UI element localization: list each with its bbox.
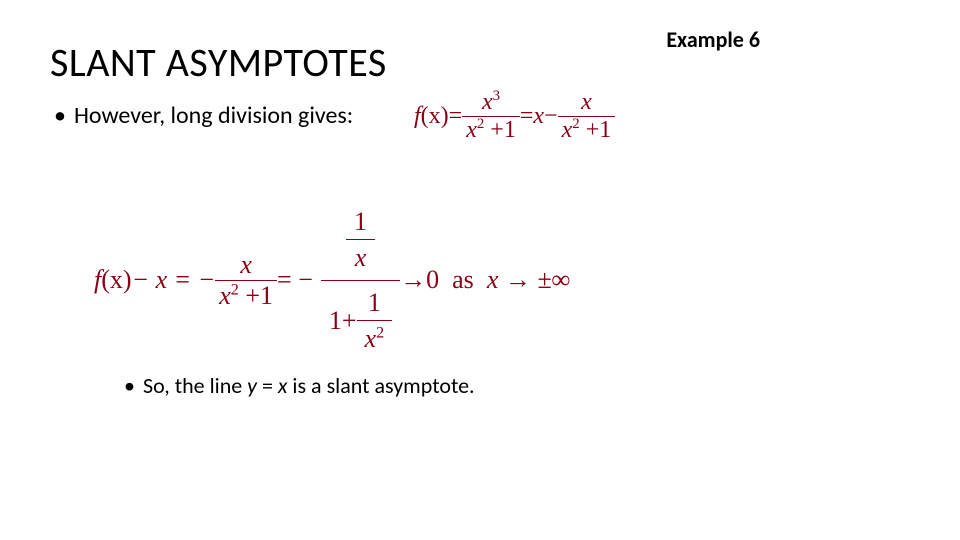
bullet1-text: However, long division gives:: [74, 101, 353, 130]
eq2-inner-bot-den-exp: 2: [376, 324, 384, 341]
eq1-eq: =: [449, 103, 463, 130]
bullet-marker-2: •: [124, 372, 135, 399]
eq1-f: f: [414, 103, 421, 130]
eq2-compound-frac: 1 x 1+ 1 x2: [321, 200, 400, 360]
slide-title: SLANT ASYMPTOTES: [50, 38, 910, 87]
eq2-inner-top-num: 1: [346, 204, 375, 239]
bullet2-mid: =: [257, 372, 278, 399]
eq2-inner-bot-num: 1: [357, 285, 393, 320]
eq2-zero: 0: [426, 265, 439, 295]
eq1-frac1: x3 x2 +1: [462, 90, 520, 143]
bullet-marker: •: [54, 101, 66, 130]
eq1-frac2: x x2 +1: [558, 90, 616, 143]
bullet2-prefix: So, the line: [143, 372, 247, 399]
eq2-eqneg: = −: [277, 265, 313, 295]
slide: Example 6 SLANT ASYMPTOTES • However, lon…: [0, 0, 960, 540]
eq2-fracL-den-base: x: [219, 281, 231, 310]
eq1-frac1-num-base: x: [482, 89, 493, 115]
equation-long-division: f (x) = x3 x2 +1 = x − x x2 +1: [414, 90, 615, 143]
eq2-fracL-num: x: [215, 251, 277, 279]
eq2-arrow: →: [400, 265, 426, 295]
eq2-xto: x → ±∞: [487, 265, 570, 295]
eq1-frac1-num-exp: 3: [493, 88, 500, 104]
eq1-xterm: x: [533, 103, 544, 130]
eq2-inner-bot-frac: 1 x2: [357, 285, 393, 357]
eq2-fracL-den-plus1: +1: [239, 281, 273, 310]
eq1-minus: −: [544, 103, 558, 130]
eq1-frac2-den-plus1: +1: [580, 117, 612, 143]
eq1-frac2-den-base: x: [562, 117, 573, 143]
eq2-inner-bot-den-base: x: [365, 324, 377, 353]
bullet-conclusion: •So, the line y = x is a slant asymptote…: [124, 372, 475, 399]
bullet2-suffix: is a slant asymptote.: [287, 372, 474, 399]
eq2-inner-bot-oneplus: 1+: [329, 307, 357, 334]
eq1-frac1-den-base: x: [466, 117, 477, 143]
eq1-frac1-den-plus1: +1: [484, 117, 516, 143]
eq2-inner-top: 1 x: [346, 204, 375, 276]
eq1-frac2-num: x: [558, 90, 616, 116]
eq1-xarg: (x): [421, 103, 449, 130]
example-label: Example 6: [666, 26, 760, 53]
eq2-frac-left: x x2 +1: [215, 251, 277, 309]
eq1-frac2-den-exp: 2: [572, 116, 579, 132]
eq1-eq2: =: [520, 103, 534, 130]
eq2-xarg: (x): [101, 265, 131, 295]
eq2-as: as: [439, 265, 487, 295]
eq2-inner-top-den: x: [346, 239, 375, 275]
eq2-minus-x: − x = −: [132, 265, 216, 295]
eq2-f: f: [94, 265, 101, 295]
bullet2-lhs: y: [247, 372, 257, 399]
eq2-fracL-den-exp: 2: [231, 281, 239, 298]
equation-limit: f (x) − x = − x x2 +1 = − 1 x: [94, 200, 570, 360]
